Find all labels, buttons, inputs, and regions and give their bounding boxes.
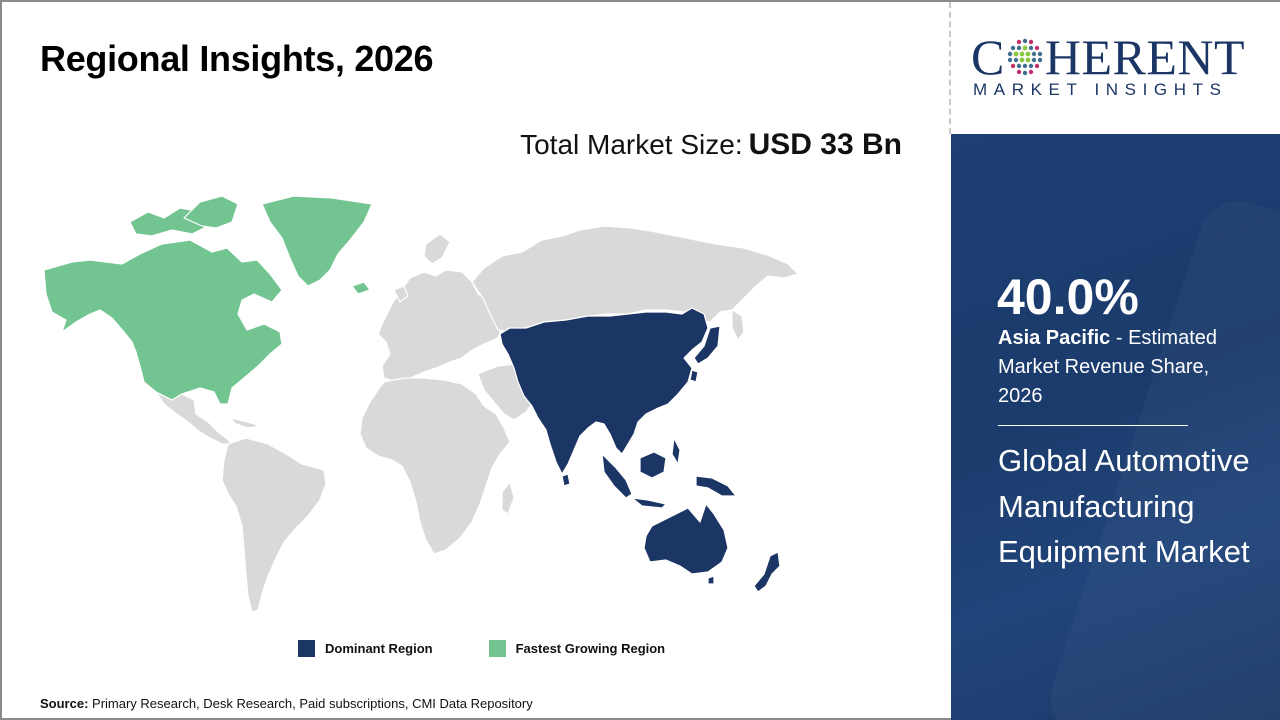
region-asia-pacific [499, 307, 781, 593]
market-size-value: USD 33 Bn [748, 128, 902, 161]
panel-divider [998, 425, 1188, 426]
region-middle-east-africa [359, 363, 541, 555]
market-title: Global Automotive Manufacturing Equipmen… [998, 443, 1250, 569]
highlight-panel: 40.0% Asia Pacific - Estimated Market Re… [951, 134, 1280, 720]
dominant-swatch [298, 640, 315, 657]
region-europe [377, 233, 503, 383]
logo-tagline: MARKET INSIGHTS [973, 80, 1228, 99]
section-divider [949, 2, 951, 134]
legend-label-dominant: Dominant Region [325, 641, 433, 656]
fastest-growing-swatch [488, 640, 506, 657]
map-section: Regional Insights, 2026 Total Market Siz… [2, 2, 950, 718]
company-logo: C HERENT MARKET INSIGHTS [951, 2, 1280, 134]
source-text: Primary Research, Desk Research, Paid su… [92, 696, 533, 711]
region-latin-america [155, 391, 327, 613]
share-region: Asia Pacific [998, 327, 1111, 349]
legend-label-fastest-growing: Fastest Growing Region [515, 641, 666, 656]
share-description: Asia Pacific - Estimated Market Revenue … [998, 324, 1248, 411]
legend-item-dominant: Dominant Region [298, 640, 433, 657]
info-panel: C HERENT MARKET INSIGHTS 40.0% [951, 2, 1280, 720]
market-size-label: Total Market Size: [520, 129, 743, 160]
globe-dots-icon [1007, 38, 1043, 76]
source-note: Source: Primary Research, Desk Research,… [40, 696, 533, 711]
region-north-america [43, 195, 373, 405]
legend-item-fastest-growing: Fastest Growing Region [488, 640, 666, 657]
source-label: Source: [40, 696, 89, 711]
map-legend: Dominant Region Fastest Growing Region [298, 640, 721, 657]
total-market-size: Total Market Size: USD 33 Bn [520, 128, 902, 162]
logo-wordmark: C HERENT [971, 29, 1246, 85]
share-description-text: - Estimated Market Revenue Share, 2026 [998, 327, 1217, 407]
page-title: Regional Insights, 2026 [40, 38, 434, 79]
share-percentage: 40.0% [997, 269, 1139, 325]
world-map [43, 195, 799, 613]
